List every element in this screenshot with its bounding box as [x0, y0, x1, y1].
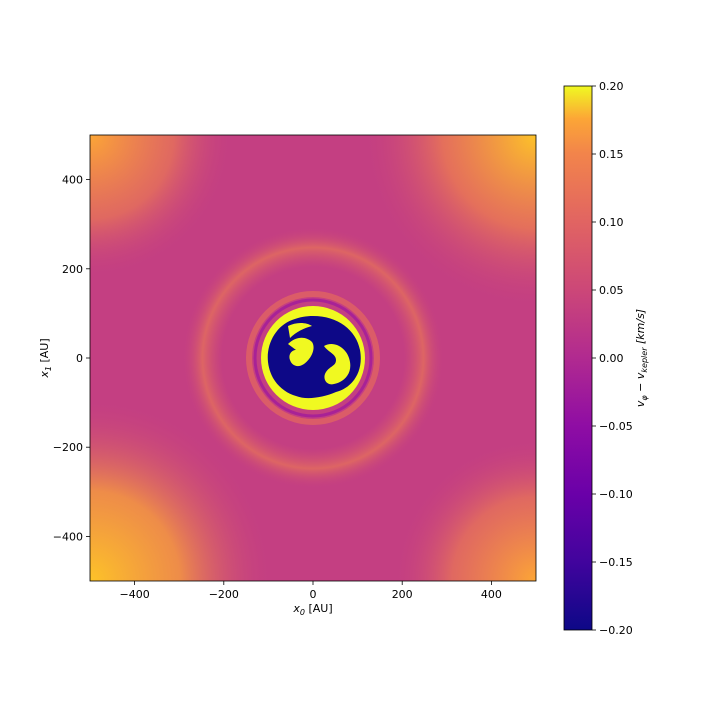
x-axis-label: x0 [AU] — [292, 602, 332, 617]
colorbar-tick-label: 0.15 — [599, 148, 624, 161]
heatmap-inner-yellow-spiral-c — [288, 323, 312, 338]
colorbar-tick-label: 0.20 — [599, 80, 624, 93]
y-tick-label: −200 — [53, 441, 83, 454]
colorbar-tick-label: 0.05 — [599, 284, 624, 297]
y-axis: −400 −200 0 200 400 — [53, 174, 90, 543]
x-tick-label: 0 — [310, 588, 317, 601]
y-axis-label: x1 [AU] — [38, 338, 53, 378]
x-tick-label: −200 — [209, 588, 239, 601]
colorbar-ticks: 0.20 0.15 0.10 0.05 0.00 −0.05 −0.10 −0.15 −0.20 — [592, 80, 633, 637]
heatmap-inner-yellow-spiral-a — [288, 337, 314, 367]
x-axis: −400 −200 0 200 400 — [119, 581, 502, 601]
y-tick-label: 0 — [76, 352, 83, 365]
colorbar-tick-label: −0.15 — [599, 556, 633, 569]
y-tick-label: 200 — [62, 263, 83, 276]
colorbar-tick-label: −0.05 — [599, 420, 633, 433]
y-tick-label: 400 — [62, 174, 83, 187]
heatmap-inner-yellow-spiral-b — [324, 343, 351, 385]
x-tick-label: −400 — [119, 588, 149, 601]
y-tick-label: −400 — [53, 530, 83, 543]
heatmap — [90, 135, 536, 581]
colorbar-tick-label: −0.10 — [599, 488, 633, 501]
heatmap-outer-ring — [246, 291, 380, 425]
x-tick-label: 200 — [392, 588, 413, 601]
colorbar-label: vφ − vkepler [km/s] — [634, 309, 649, 407]
x-tick-label: 400 — [481, 588, 502, 601]
colorbar-tick-label: 0.00 — [599, 352, 624, 365]
colorbar-tick-label: −0.20 — [599, 624, 633, 637]
colorbar — [563, 85, 593, 631]
heatmap-outer-ring-dark — [253, 298, 373, 418]
colorbar-tick-label: 0.10 — [599, 216, 624, 229]
